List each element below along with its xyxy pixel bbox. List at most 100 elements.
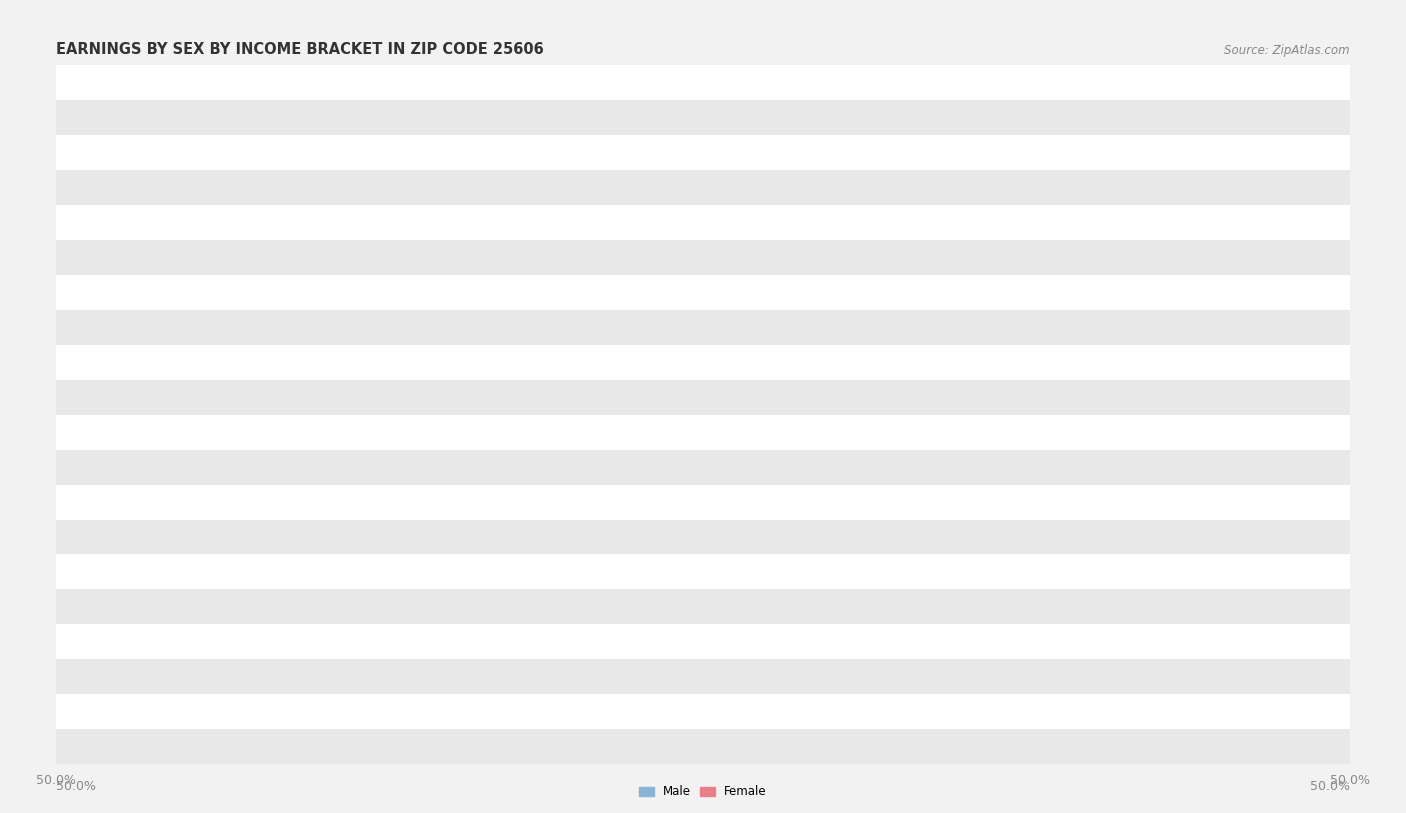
Text: 0.0%: 0.0% — [859, 322, 887, 333]
Bar — [830, 73, 851, 92]
Text: $75,000 to $99,999: $75,000 to $99,999 — [654, 705, 752, 719]
Bar — [56, 485, 1350, 520]
Text: 0.0%: 0.0% — [519, 252, 547, 263]
Bar — [830, 248, 851, 267]
Bar — [56, 345, 1350, 380]
Bar — [56, 170, 1350, 205]
Bar — [56, 520, 1350, 554]
Text: $100,000+: $100,000+ — [671, 741, 735, 753]
Text: 27.5%: 27.5% — [1123, 672, 1160, 682]
Bar — [830, 143, 851, 162]
Bar — [830, 353, 851, 372]
Bar — [346, 73, 576, 92]
Text: $35,000 to $39,999: $35,000 to $39,999 — [654, 495, 752, 509]
Bar — [555, 108, 576, 127]
Text: $12,500 to $14,999: $12,500 to $14,999 — [654, 250, 752, 264]
Text: $40,000 to $44,999: $40,000 to $44,999 — [654, 530, 752, 544]
Text: $5,000 to $7,499: $5,000 to $7,499 — [662, 146, 744, 159]
Bar — [496, 702, 576, 721]
Text: 0.0%: 0.0% — [519, 217, 547, 228]
Bar — [56, 275, 1350, 310]
Bar — [830, 108, 932, 127]
Bar — [830, 633, 1054, 651]
Text: 0.0%: 0.0% — [519, 182, 547, 193]
Legend: Male, Female: Male, Female — [634, 780, 772, 803]
Text: 50.0%: 50.0% — [1310, 780, 1350, 793]
Bar — [56, 450, 1350, 485]
Text: $7,500 to $9,999: $7,500 to $9,999 — [662, 180, 744, 194]
Text: 0.0%: 0.0% — [519, 672, 547, 682]
Bar — [830, 423, 851, 441]
Text: 0.0%: 0.0% — [859, 392, 887, 402]
Text: 0.0%: 0.0% — [859, 567, 887, 577]
Bar — [830, 388, 851, 406]
Text: Source: ZipAtlas.com: Source: ZipAtlas.com — [1225, 44, 1350, 57]
Text: 0.0%: 0.0% — [859, 182, 887, 193]
Bar — [830, 528, 851, 546]
Text: 0.0%: 0.0% — [519, 357, 547, 367]
Bar — [830, 702, 851, 721]
Bar — [56, 310, 1350, 345]
Text: $10,000 to $12,499: $10,000 to $12,499 — [654, 215, 752, 229]
Text: 0.0%: 0.0% — [859, 462, 887, 472]
Text: 0.0%: 0.0% — [519, 112, 547, 123]
Bar — [830, 493, 851, 511]
Text: $65,000 to $74,999: $65,000 to $74,999 — [654, 670, 752, 684]
Text: 0.0%: 0.0% — [859, 741, 887, 752]
Bar — [486, 493, 576, 511]
Text: 0.0%: 0.0% — [859, 706, 887, 717]
Text: 8.6%: 8.6% — [450, 497, 478, 507]
Text: 41.2%: 41.2% — [1267, 217, 1302, 228]
Text: 0.0%: 0.0% — [859, 77, 887, 88]
Text: $22,500 to $24,999: $22,500 to $24,999 — [654, 390, 752, 404]
Bar — [555, 143, 576, 162]
Text: 0.0%: 0.0% — [519, 637, 547, 647]
Bar — [56, 100, 1350, 135]
Text: $2,499 or less: $2,499 or less — [661, 76, 745, 89]
Text: 0.0%: 0.0% — [859, 532, 887, 542]
Bar — [555, 248, 576, 267]
Text: 0.0%: 0.0% — [519, 602, 547, 612]
Bar — [830, 318, 851, 337]
Bar — [830, 737, 851, 756]
Bar — [56, 659, 1350, 694]
Bar — [555, 178, 576, 197]
Text: $45,000 to $49,999: $45,000 to $49,999 — [654, 565, 752, 579]
Bar — [555, 423, 576, 441]
Text: 0.0%: 0.0% — [519, 287, 547, 298]
Text: 0.0%: 0.0% — [859, 357, 887, 367]
Bar — [550, 528, 576, 546]
Bar — [56, 380, 1350, 415]
Bar — [555, 388, 576, 406]
Bar — [266, 737, 576, 756]
Text: 22.2%: 22.2% — [301, 77, 337, 88]
Text: $55,000 to $64,999: $55,000 to $64,999 — [654, 635, 752, 649]
Text: 21.6%: 21.6% — [1063, 637, 1098, 647]
Text: 0.0%: 0.0% — [859, 497, 887, 507]
Bar — [56, 624, 1350, 659]
Text: 0.0%: 0.0% — [519, 392, 547, 402]
Bar — [56, 554, 1350, 589]
Text: $15,000 to $17,499: $15,000 to $17,499 — [654, 285, 752, 299]
Bar — [830, 667, 1116, 686]
Bar — [830, 598, 851, 616]
Text: 9.8%: 9.8% — [939, 112, 969, 123]
Bar — [555, 598, 576, 616]
Bar — [56, 205, 1350, 240]
Bar — [56, 415, 1350, 450]
Text: $50,000 to $54,999: $50,000 to $54,999 — [654, 600, 752, 614]
Bar — [555, 283, 576, 302]
Text: 0.0%: 0.0% — [519, 322, 547, 333]
Bar — [56, 65, 1350, 100]
Bar — [274, 563, 576, 581]
Bar — [830, 458, 851, 476]
Text: 0.0%: 0.0% — [859, 427, 887, 437]
Text: 29.9%: 29.9% — [221, 741, 257, 752]
Text: 29.1%: 29.1% — [229, 567, 266, 577]
Text: 0.0%: 0.0% — [859, 252, 887, 263]
Text: 2.6%: 2.6% — [513, 532, 541, 542]
Text: $20,000 to $22,499: $20,000 to $22,499 — [654, 355, 752, 369]
Bar — [56, 135, 1350, 170]
Bar — [555, 458, 576, 476]
Text: $17,500 to $19,999: $17,500 to $19,999 — [654, 320, 752, 334]
